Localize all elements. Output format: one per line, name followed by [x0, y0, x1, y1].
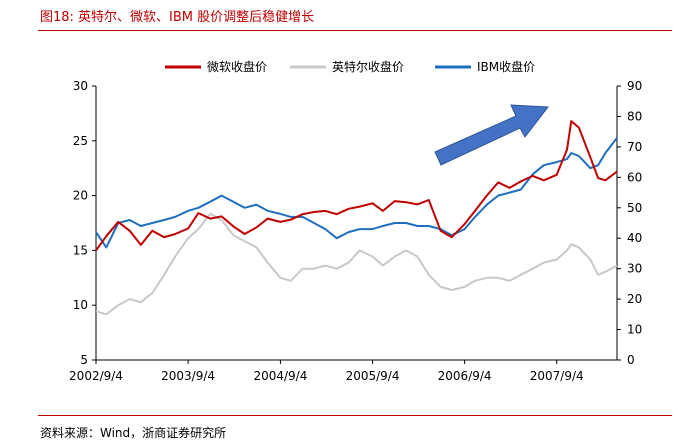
left-tick-label: 15	[73, 243, 88, 257]
left-tick-label: 25	[73, 134, 88, 148]
source-note: 资料来源：Wind，浙商证券研究所	[40, 426, 227, 440]
series-line-ibm	[95, 137, 618, 249]
trend-arrow	[434, 104, 549, 166]
x-tick-label: 2007/9/4	[530, 369, 584, 383]
x-tick-label: 2005/9/4	[346, 369, 400, 383]
left-tick-label: 5	[80, 353, 88, 367]
legend-label-msft: 微软收盘价	[207, 59, 267, 74]
top-rule	[38, 30, 672, 31]
x-tick-label: 2003/9/4	[161, 369, 215, 383]
x-tick-label: 2002/9/4	[69, 369, 123, 383]
right-tick-label: 20	[627, 292, 642, 306]
bottom-rule	[38, 415, 672, 416]
left-tick-label: 20	[73, 189, 88, 203]
right-tick-label: 90	[627, 79, 642, 93]
left-tick-label: 10	[73, 298, 88, 312]
legend-label-intc: 英特尔收盘价	[332, 59, 404, 74]
figure-title: 图18: 英特尔、微软、IBM 股价调整后稳健增长	[40, 10, 315, 25]
right-tick-label: 60	[627, 170, 642, 184]
left-tick-label: 30	[73, 79, 88, 93]
right-tick-label: 0	[627, 353, 635, 367]
right-tick-label: 70	[627, 140, 642, 154]
right-tick-label: 50	[627, 201, 642, 215]
x-tick-label: 2006/9/4	[438, 369, 492, 383]
series-line-intc	[95, 212, 618, 316]
right-tick-label: 30	[627, 262, 642, 276]
x-tick-label: 2004/9/4	[253, 369, 307, 383]
right-tick-label: 80	[627, 109, 642, 123]
series-line-msft	[95, 120, 618, 251]
right-tick-label: 40	[627, 231, 642, 245]
right-tick-label: 10	[627, 323, 642, 337]
legend-label-ibm: IBM收盘价	[477, 59, 535, 74]
